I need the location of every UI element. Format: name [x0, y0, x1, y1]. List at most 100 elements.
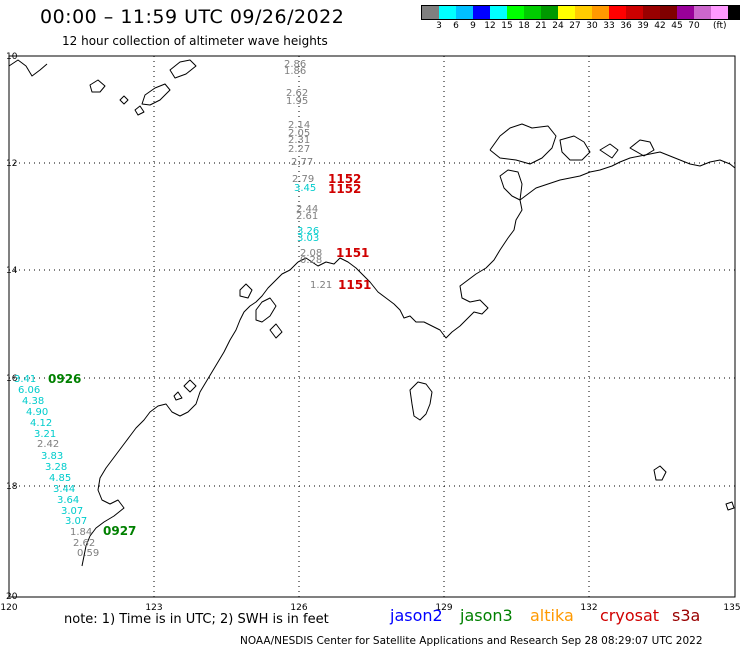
swh-value: 3.64 — [57, 495, 79, 506]
color-swatch — [507, 6, 524, 19]
swh-value: 1.86 — [284, 66, 306, 77]
map-grid — [9, 56, 735, 597]
island — [269, 323, 283, 339]
swh-value: 3.41 — [14, 374, 36, 385]
lat-tick-label: 14 — [6, 266, 18, 276]
swh-value: 4.90 — [26, 407, 48, 418]
swh-value: 6.06 — [18, 385, 40, 396]
island — [141, 83, 171, 106]
legend-s3a: s3a — [672, 606, 701, 625]
color-swatch — [592, 6, 609, 19]
swh-value: 2.62 — [73, 538, 95, 549]
pass-time-label: 1151 — [338, 278, 371, 292]
color-scale-label: 70 — [688, 21, 700, 31]
swh-value: 2.86 — [284, 59, 306, 70]
island — [89, 79, 106, 93]
legend-altika: altika — [530, 606, 574, 625]
lat-tick-label: 10 — [6, 52, 18, 62]
swh-value: 4.85 — [49, 473, 71, 484]
color-swatch — [541, 6, 558, 19]
color-swatch — [490, 6, 507, 19]
island-south — [409, 381, 433, 421]
pass-time-label: 1151 — [336, 246, 369, 260]
swh-value: 1.21 — [310, 280, 332, 291]
swh-value: 3.26 — [297, 226, 319, 237]
island — [599, 143, 619, 159]
color-scale-label: 45 — [671, 21, 683, 31]
color-swatch — [694, 6, 711, 19]
color-scale-label: 36 — [620, 21, 632, 31]
legend-jason3: jason3 — [460, 606, 513, 625]
pass-labels: 1152 1152 1151 1151 0926 0927 — [48, 172, 371, 538]
swh-value: 3.83 — [41, 451, 63, 462]
color-scale-label: 12 — [484, 21, 496, 31]
color-scale-label: 9 — [470, 21, 476, 31]
swh-value: 2.27 — [288, 144, 310, 155]
island — [169, 59, 197, 79]
color-scale-label: 6 — [453, 21, 459, 31]
swh-value: 3.44 — [53, 484, 75, 495]
lon-tick-label: 126 — [290, 603, 307, 613]
lat-tick-label: 12 — [6, 159, 17, 169]
color-swatch — [524, 6, 541, 19]
color-swatch — [711, 6, 728, 19]
coastline-palawan — [81, 261, 299, 567]
color-scale-labels: 3 6 9 12 15 18 21 24 27 30 33 36 39 42 45 70 — [421, 20, 740, 32]
island — [239, 283, 253, 299]
island — [134, 105, 145, 116]
lat-tick-label: 20 — [6, 592, 18, 602]
island — [653, 465, 667, 481]
swh-value: 2.08 — [300, 248, 322, 259]
swh-value: 2.44 — [296, 204, 318, 215]
swh-value: 1.95 — [286, 96, 308, 107]
page-subtitle: 12 hour collection of altimeter wave hei… — [62, 34, 328, 48]
swh-value: 2.42 — [37, 439, 59, 450]
lon-tick-label: 129 — [435, 603, 452, 613]
color-scale-swatches — [421, 5, 740, 20]
pass-time-label: 0927 — [103, 524, 136, 538]
island — [629, 139, 655, 157]
color-swatch — [422, 6, 439, 19]
pass-time-label: 1152 — [328, 182, 361, 196]
color-swatch — [575, 6, 592, 19]
color-swatch — [626, 6, 643, 19]
color-swatch — [660, 6, 677, 19]
page-title: 00:00 – 11:59 UTC 09/26/2022 — [40, 6, 345, 28]
color-swatch — [728, 6, 740, 19]
footer-note: note: 1) Time is in UTC; 2) SWH is in fe… — [64, 612, 329, 627]
legend-cryosat: cryosat — [600, 606, 660, 625]
lon-tick-label: 123 — [145, 603, 162, 613]
swh-value: 0.28 — [300, 255, 322, 266]
color-swatch — [558, 6, 575, 19]
color-swatch — [677, 6, 694, 19]
pass-time-label: 0926 — [48, 372, 81, 386]
island-north — [489, 123, 557, 165]
legend-jason2: jason2 — [390, 606, 443, 625]
swh-value: 4.12 — [30, 418, 52, 429]
swh-value: 2.31 — [288, 135, 310, 146]
color-scale-label: 30 — [586, 21, 598, 31]
swh-value: 2.14 — [288, 120, 310, 131]
footer-credit: NOAA/NESDIS Center for Satellite Applica… — [240, 635, 703, 647]
swh-value: 2.62 — [286, 88, 308, 99]
color-swatch — [439, 6, 456, 19]
map-frame — [8, 55, 736, 598]
color-swatch — [643, 6, 660, 19]
color-scale-label: 24 — [552, 21, 564, 31]
color-swatch — [609, 6, 626, 19]
color-scale-label: 39 — [637, 21, 649, 31]
island — [119, 95, 129, 105]
color-scale-label: 42 — [654, 21, 666, 31]
swh-value: 3.03 — [297, 233, 319, 244]
island — [559, 135, 591, 161]
color-scale-legend: 3 6 9 12 15 18 21 24 27 30 33 36 39 42 45 70 (ft) — [421, 5, 740, 32]
lat-tick-labels: 10 12 14 16 18 20 — [6, 52, 18, 602]
lon-tick-labels: 120 123 126 129 132 135 — [0, 603, 740, 613]
swh-value: 3.07 — [61, 506, 83, 517]
coastlines — [8, 59, 736, 567]
lat-tick-label: 18 — [6, 482, 18, 492]
coastline-peninsula — [499, 169, 523, 201]
color-scale-label: 21 — [535, 21, 547, 31]
lat-tick-label: 16 — [6, 374, 18, 384]
